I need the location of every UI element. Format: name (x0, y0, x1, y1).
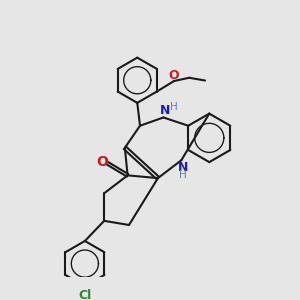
Text: H: H (170, 102, 178, 112)
Text: Cl: Cl (78, 289, 92, 300)
Text: H: H (179, 169, 187, 179)
Text: O: O (169, 68, 179, 82)
Text: N: N (160, 104, 170, 117)
Text: O: O (96, 154, 108, 169)
Text: N: N (178, 160, 188, 174)
